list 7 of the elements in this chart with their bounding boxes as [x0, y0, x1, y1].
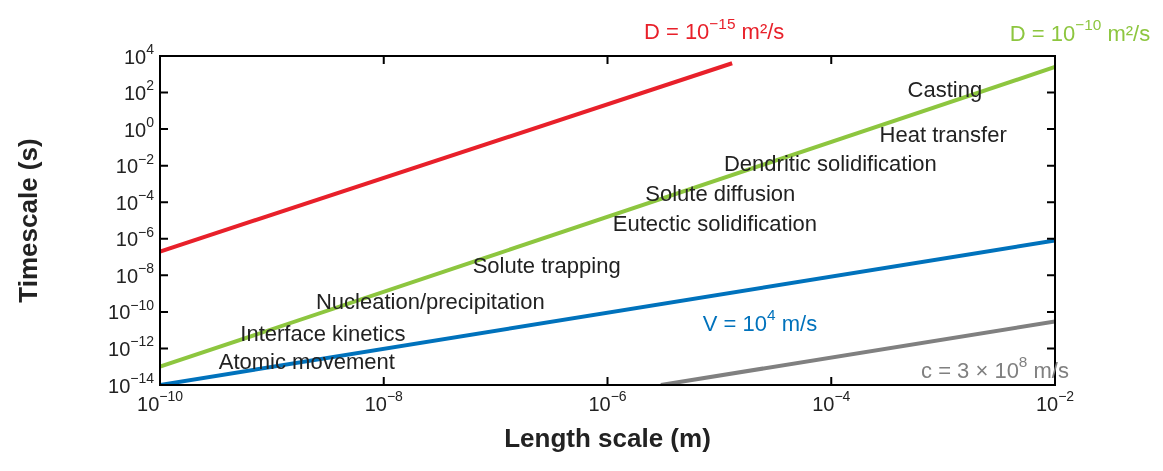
annotation: Solute trapping	[472, 253, 621, 279]
x-axis-title: Length scale (m)	[504, 423, 711, 454]
y-axis-title: Timescale (s)	[13, 138, 44, 303]
annotation: Atomic movement	[218, 349, 395, 375]
annotation: Heat transfer	[879, 122, 1007, 148]
annotation: Casting	[907, 77, 983, 103]
annotation: Eutectic solidification	[612, 210, 818, 236]
